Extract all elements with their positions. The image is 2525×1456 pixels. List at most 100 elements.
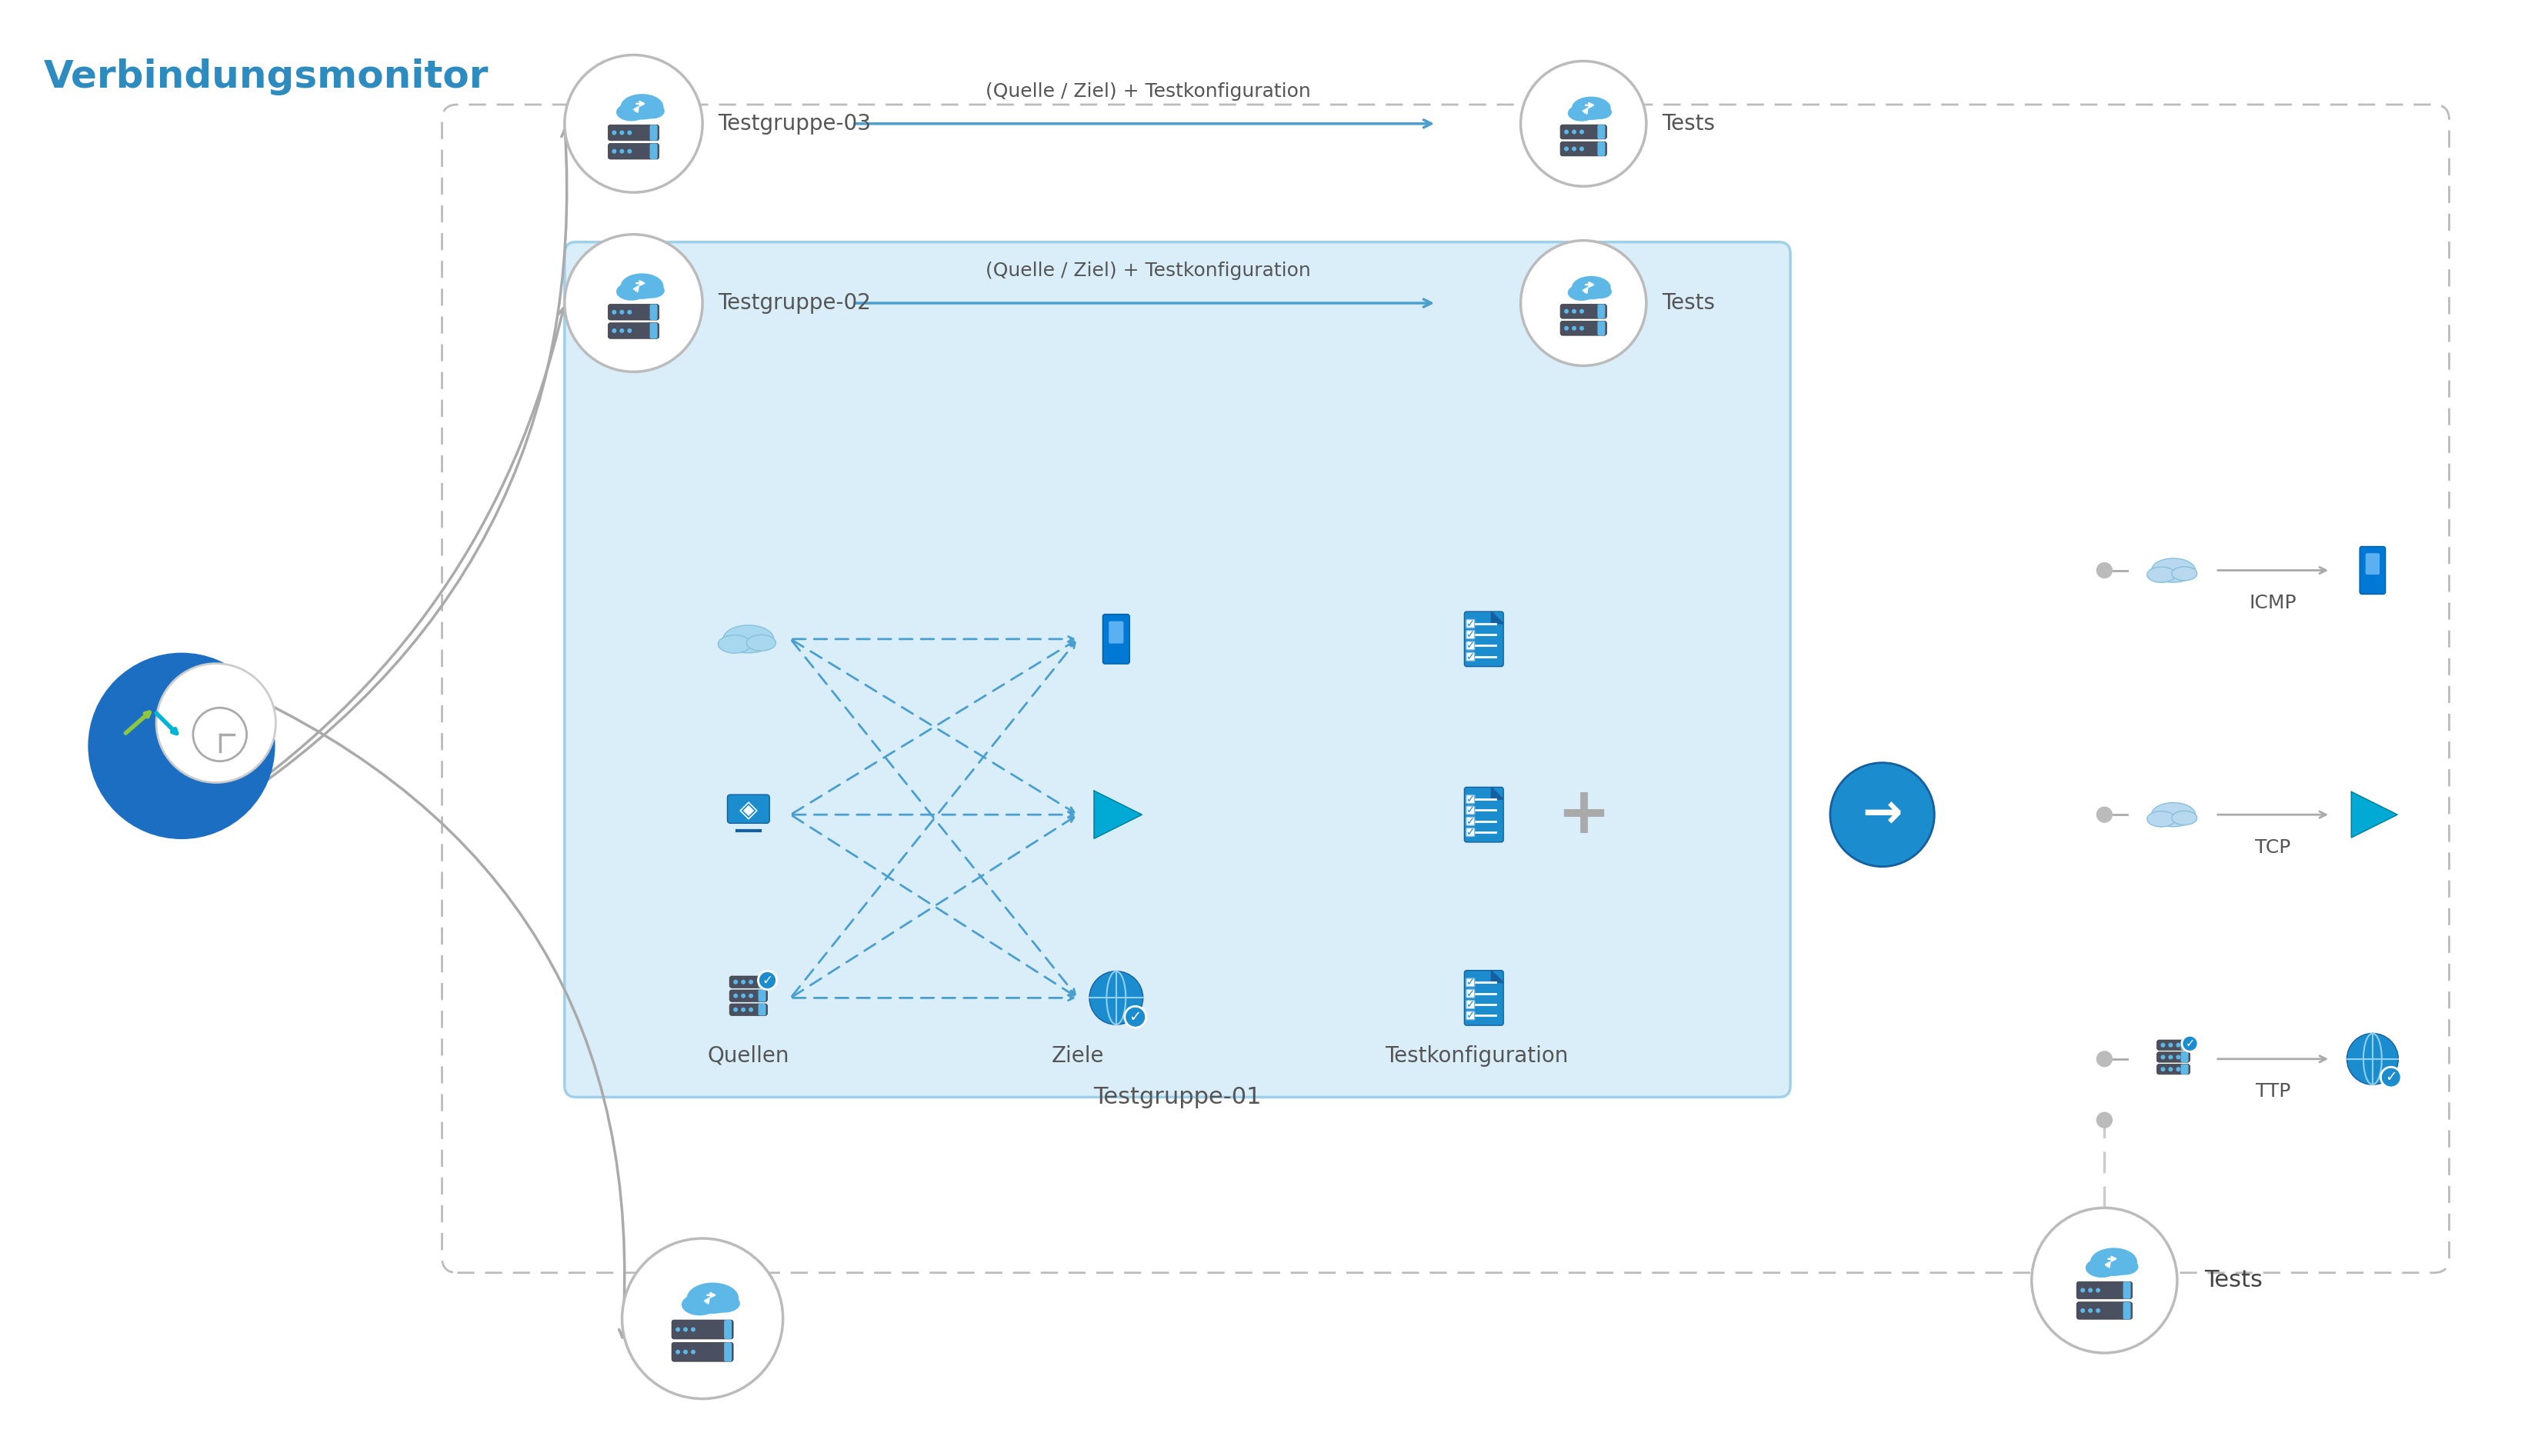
FancyBboxPatch shape — [758, 990, 765, 1002]
FancyBboxPatch shape — [1467, 795, 1475, 804]
Circle shape — [2088, 1289, 2093, 1293]
FancyBboxPatch shape — [727, 795, 770, 823]
Circle shape — [2081, 1289, 2086, 1293]
Circle shape — [677, 1350, 679, 1354]
FancyArrowPatch shape — [793, 815, 1073, 996]
Ellipse shape — [717, 635, 750, 654]
Ellipse shape — [1568, 284, 1596, 301]
Ellipse shape — [621, 95, 664, 119]
Polygon shape — [2351, 792, 2396, 837]
Circle shape — [1581, 147, 1583, 151]
Text: Testgruppe-02: Testgruppe-02 — [717, 293, 871, 314]
FancyBboxPatch shape — [2076, 1302, 2131, 1319]
Polygon shape — [1492, 612, 1502, 623]
Circle shape — [88, 654, 273, 837]
Circle shape — [732, 993, 737, 999]
Circle shape — [2161, 1067, 2166, 1072]
Circle shape — [1124, 1006, 1146, 1028]
Circle shape — [2096, 1051, 2111, 1067]
Circle shape — [2346, 1034, 2399, 1085]
Circle shape — [747, 980, 752, 984]
Circle shape — [2081, 1309, 2086, 1313]
Circle shape — [740, 1008, 745, 1012]
Circle shape — [740, 993, 745, 999]
Text: ✓: ✓ — [2184, 1038, 2194, 1050]
FancyBboxPatch shape — [725, 1342, 732, 1361]
FancyBboxPatch shape — [2182, 1064, 2189, 1075]
FancyBboxPatch shape — [730, 976, 768, 987]
Polygon shape — [1492, 970, 1502, 983]
FancyBboxPatch shape — [609, 143, 659, 159]
FancyArrowPatch shape — [856, 119, 1432, 128]
Text: TTP: TTP — [2255, 1082, 2290, 1101]
Ellipse shape — [2151, 802, 2194, 827]
Circle shape — [1563, 130, 1568, 134]
Circle shape — [1571, 326, 1576, 331]
Ellipse shape — [1571, 277, 1611, 300]
Ellipse shape — [710, 1294, 740, 1313]
FancyArrowPatch shape — [793, 636, 1073, 642]
FancyBboxPatch shape — [1467, 978, 1475, 987]
Circle shape — [2096, 1309, 2101, 1313]
FancyArrowPatch shape — [207, 128, 568, 821]
Circle shape — [1581, 130, 1583, 134]
FancyBboxPatch shape — [758, 976, 765, 987]
Circle shape — [692, 1328, 694, 1332]
FancyBboxPatch shape — [1467, 807, 1475, 814]
Circle shape — [2169, 1067, 2174, 1072]
FancyBboxPatch shape — [1464, 970, 1502, 1025]
Circle shape — [747, 1008, 752, 1012]
Circle shape — [684, 1328, 687, 1332]
Ellipse shape — [616, 282, 646, 300]
Text: ✓: ✓ — [1467, 999, 1475, 1010]
Text: ✓: ✓ — [1467, 805, 1475, 815]
Circle shape — [2161, 1042, 2166, 1047]
Text: Testgruppe-03: Testgruppe-03 — [717, 114, 871, 134]
Ellipse shape — [2091, 1248, 2136, 1275]
Circle shape — [2096, 1289, 2101, 1293]
Circle shape — [2381, 1067, 2401, 1088]
FancyBboxPatch shape — [1467, 828, 1475, 836]
FancyBboxPatch shape — [1467, 630, 1475, 639]
FancyArrowPatch shape — [793, 641, 1073, 812]
FancyBboxPatch shape — [2076, 1281, 2131, 1299]
Circle shape — [2177, 1054, 2182, 1060]
FancyBboxPatch shape — [2124, 1302, 2131, 1319]
Ellipse shape — [747, 635, 775, 651]
FancyBboxPatch shape — [1560, 322, 1606, 335]
FancyBboxPatch shape — [1467, 1012, 1475, 1019]
Text: ✓: ✓ — [1467, 1010, 1475, 1021]
Circle shape — [626, 310, 631, 314]
Polygon shape — [1492, 788, 1502, 799]
FancyBboxPatch shape — [1103, 614, 1129, 664]
FancyBboxPatch shape — [1598, 125, 1606, 140]
Circle shape — [1520, 61, 1646, 186]
FancyBboxPatch shape — [649, 125, 657, 141]
FancyBboxPatch shape — [1467, 990, 1475, 997]
FancyArrowPatch shape — [793, 817, 1073, 997]
Circle shape — [611, 131, 616, 135]
Ellipse shape — [639, 282, 664, 298]
Circle shape — [747, 993, 752, 999]
Circle shape — [2096, 807, 2111, 823]
Circle shape — [1563, 309, 1568, 313]
Circle shape — [1571, 309, 1576, 313]
FancyBboxPatch shape — [672, 1342, 732, 1361]
FancyBboxPatch shape — [649, 323, 657, 339]
Circle shape — [611, 310, 616, 314]
FancyBboxPatch shape — [1467, 817, 1475, 826]
Circle shape — [677, 1328, 679, 1332]
FancyArrowPatch shape — [2217, 568, 2326, 574]
Circle shape — [2088, 1309, 2093, 1313]
Ellipse shape — [2172, 811, 2197, 826]
Circle shape — [621, 1239, 783, 1399]
FancyBboxPatch shape — [566, 242, 1790, 1098]
Ellipse shape — [687, 1283, 740, 1313]
Text: ✓: ✓ — [1129, 1009, 1141, 1024]
Circle shape — [684, 1350, 687, 1354]
Circle shape — [2177, 1067, 2182, 1072]
FancyBboxPatch shape — [730, 990, 768, 1002]
FancyBboxPatch shape — [1560, 141, 1606, 156]
Text: (Quelle / Ziel) + Testkonfiguration: (Quelle / Ziel) + Testkonfiguration — [985, 83, 1310, 100]
FancyBboxPatch shape — [649, 304, 657, 320]
